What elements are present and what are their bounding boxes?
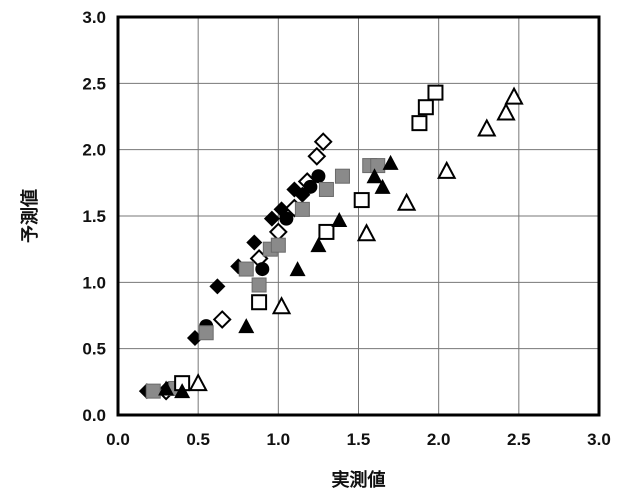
x-tick-label: 3.0 — [587, 430, 611, 449]
data-point-square-open — [353, 192, 370, 209]
y-tick-label: 3.0 — [82, 8, 106, 27]
data-point-triangle-open — [396, 192, 417, 211]
data-point-triangle-filled — [174, 383, 191, 399]
plot-frame — [116, 15, 601, 417]
x-axis-title: 実測値 — [332, 469, 386, 491]
grid-lines — [118, 17, 599, 415]
data-point-diamond-filled — [263, 210, 280, 227]
y-axis-title: 予測値 — [19, 189, 41, 243]
data-point-square-gray — [198, 325, 214, 341]
data-point-circle-filled — [303, 179, 318, 194]
data-point-diamond-open — [307, 146, 327, 166]
y-tick-label: 1.0 — [82, 273, 106, 292]
data-point-diamond-open — [313, 132, 333, 152]
x-tick-label: 0.0 — [106, 430, 130, 449]
data-point-square-gray — [251, 277, 267, 293]
data-point-triangle-open — [504, 86, 524, 105]
data-point-triangle-filled — [238, 318, 255, 334]
data-point-diamond-filled — [246, 234, 263, 251]
x-tick-label: 0.5 — [186, 430, 210, 449]
x-tick-label: 2.5 — [507, 430, 531, 449]
y-tick-label: 2.0 — [82, 141, 106, 160]
y-tick-label: 1.5 — [82, 207, 106, 226]
y-tick-label: 0.5 — [82, 340, 106, 359]
data-point-triangle-open — [437, 160, 457, 179]
data-point-triangle-filled — [382, 154, 399, 170]
data-point-triangle-open — [271, 296, 292, 315]
data-point-triangle-filled — [374, 178, 391, 194]
data-point-circle-filled — [255, 262, 270, 277]
data-point-square-gray — [145, 383, 161, 399]
data-point-triangle-open — [356, 223, 377, 242]
data-point-square-open — [417, 99, 434, 116]
y-tick-label: 2.5 — [82, 74, 106, 93]
data-point-square-gray — [270, 237, 286, 253]
data-point-triangle-open — [477, 118, 497, 137]
data-point-circle-filled — [279, 211, 294, 226]
data-point-triangle-open — [188, 373, 208, 392]
data-point-triangle-filled — [289, 261, 306, 277]
data-point-square-gray — [238, 261, 254, 277]
x-tick-label: 1.5 — [347, 430, 371, 449]
data-point-diamond-open — [212, 310, 232, 329]
data-point-square-open — [318, 223, 335, 240]
data-point-triangle-open — [496, 102, 516, 121]
tick-labels: 0.0 0.5 1.0 1.5 2.0 2.5 3.0 0.0 0.5 1.0 1.5 2.0 2.5 3… — [82, 8, 610, 449]
data-point-circle-filled — [311, 169, 326, 184]
y-tick-label: 0.0 — [82, 406, 106, 425]
data-point-square-gray — [318, 181, 334, 197]
data-point-square-gray — [294, 201, 310, 217]
data-point-diamond-filled — [209, 278, 226, 295]
data-point-square-open — [427, 84, 444, 101]
data-point-triangle-filled — [331, 211, 348, 227]
x-tick-label: 1.0 — [267, 430, 291, 449]
data-points — [138, 84, 524, 401]
data-point-diamond-open — [268, 222, 288, 242]
data-point-square-gray — [334, 168, 350, 184]
data-point-square-open — [251, 294, 268, 311]
x-tick-label: 2.0 — [427, 430, 451, 449]
data-point-square-gray — [370, 158, 386, 174]
data-point-triangle-filled — [310, 237, 327, 253]
data-point-triangle-filled — [158, 380, 175, 396]
data-point-square-open — [411, 115, 428, 132]
data-point-triangle-filled — [366, 168, 383, 184]
